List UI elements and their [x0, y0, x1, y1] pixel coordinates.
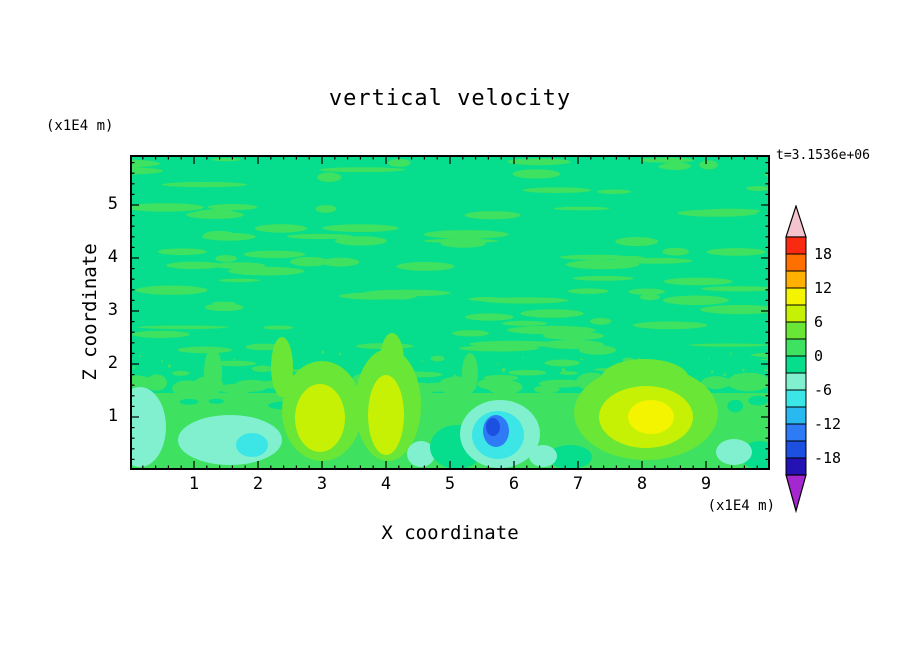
- colorbar-tick-label: 6: [814, 313, 824, 331]
- colorbar-tick-label: 18: [814, 245, 833, 263]
- colorbar-over-arrow: [785, 204, 807, 238]
- x-tick-label: 5: [444, 474, 456, 494]
- colorbar-tick-label: -6: [814, 381, 833, 399]
- colorbar-segment: [785, 423, 807, 442]
- colorbar-tick-label: -18: [814, 449, 842, 467]
- y-tick-label: 4: [107, 247, 118, 267]
- colorbar-segment: [785, 270, 807, 289]
- y-tick-label: 5: [107, 194, 118, 214]
- colorbar-segment: [785, 304, 807, 323]
- colorbar-segment: [785, 440, 807, 459]
- colorbar-segment: [785, 406, 807, 425]
- colorbar-under-arrow: [785, 474, 807, 514]
- x-tick-label: 2: [252, 474, 264, 494]
- x-tick-label: 8: [636, 474, 648, 494]
- y-tick-label: 2: [107, 353, 118, 373]
- colorbar-segment: [785, 355, 807, 374]
- y-tick-label: 3: [107, 300, 118, 320]
- colorbar-segment: [785, 287, 807, 306]
- colorbar-segment: [785, 321, 807, 340]
- x-tick-label: 7: [572, 474, 584, 494]
- x-axis-label: X coordinate: [381, 522, 519, 544]
- x-axis-units: (x1E4 m): [707, 498, 775, 514]
- colorbar-segment: [785, 372, 807, 391]
- x-tick-label: 1: [188, 474, 200, 494]
- colorbar-segment: [785, 338, 807, 357]
- colorbar-segment: [785, 389, 807, 408]
- contour-field: [130, 155, 770, 470]
- colorbar-tick-label: 12: [814, 279, 833, 297]
- colorbar-tick-label: 0: [814, 347, 824, 365]
- colorbar-segment: [785, 253, 807, 272]
- x-tick-label: 4: [380, 474, 392, 494]
- time-annotation: t=3.1536e+06: [776, 148, 870, 163]
- plot-title: vertical velocity: [328, 86, 572, 111]
- colorbar: [783, 204, 809, 517]
- x-tick-label: 9: [700, 474, 712, 494]
- contour-plot: [130, 155, 770, 470]
- colorbar-tick-label: -12: [814, 415, 842, 433]
- y-tick-label: 1: [107, 406, 118, 426]
- colorbar-segment: [785, 457, 807, 476]
- colorbar-segment: [785, 236, 807, 255]
- x-tick-label: 6: [508, 474, 520, 494]
- y-axis-units: (x1E4 m): [46, 118, 114, 134]
- x-tick-label: 3: [316, 474, 328, 494]
